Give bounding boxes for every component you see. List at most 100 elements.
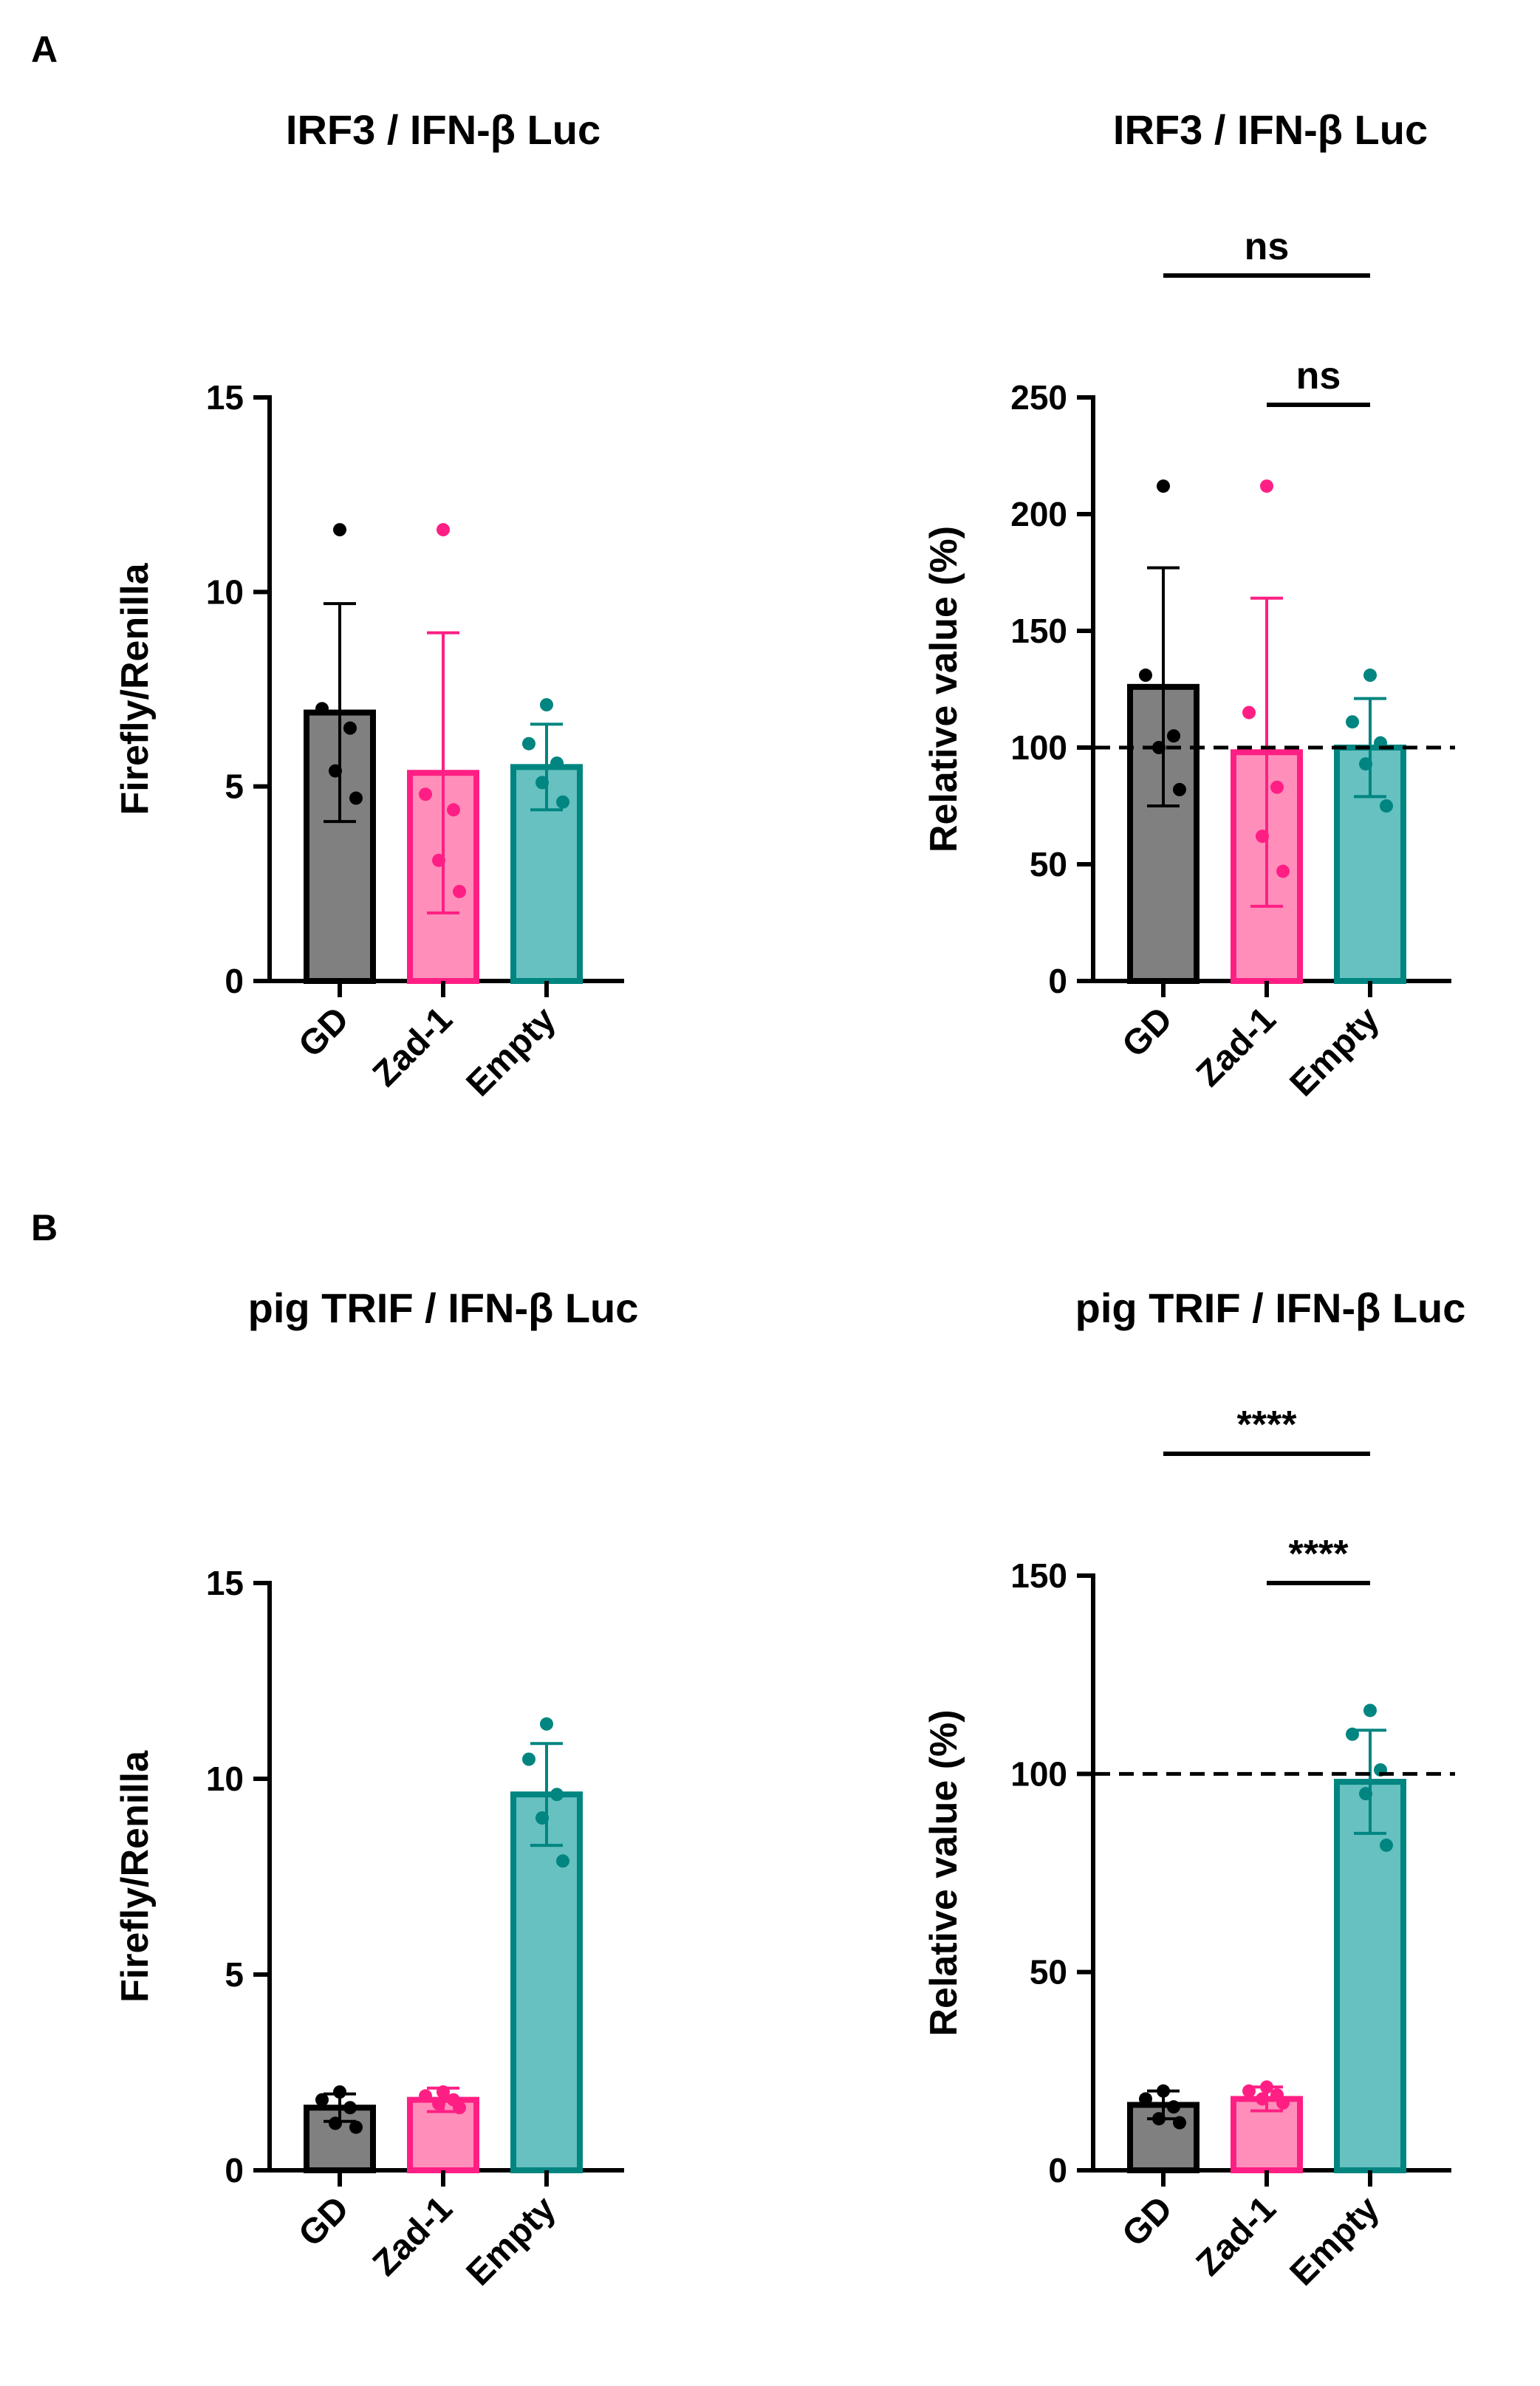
data-point <box>343 2101 357 2115</box>
data-point <box>432 2096 445 2110</box>
y-tick-label: 15 <box>206 1564 244 1602</box>
significance-label: **** <box>1289 1533 1349 1576</box>
x-tick-label: GD <box>1115 2189 1180 2254</box>
data-point <box>1346 1727 1359 1741</box>
data-point <box>1380 799 1393 813</box>
y-tick-label: 50 <box>1030 845 1067 883</box>
x-tick-label: GD <box>291 2189 356 2254</box>
panel-label-a: A <box>31 29 58 70</box>
data-point <box>1256 2092 1269 2106</box>
data-point <box>1270 780 1284 794</box>
chart-title: IRF3 / IFN-β Luc <box>1113 106 1428 153</box>
data-point <box>453 2101 466 2115</box>
y-tick-label: 100 <box>1010 728 1067 767</box>
chart-2: IRF3 / IFN-β Luc Relative value (%) 0 50 100… <box>923 106 1455 1104</box>
data-point <box>556 795 569 809</box>
y-tick-label: 0 <box>1048 962 1067 1000</box>
x-tick-label: Empty <box>459 999 564 1104</box>
data-point <box>1380 1838 1393 1852</box>
y-tick-label: 5 <box>225 768 244 806</box>
bar-empty <box>1334 1779 1406 2173</box>
data-point <box>1276 864 1290 878</box>
data-point <box>1157 2084 1170 2098</box>
bar-empty <box>510 1791 583 2173</box>
data-point <box>1157 479 1170 493</box>
y-tick-label: 50 <box>1030 1953 1067 1992</box>
data-point <box>1363 669 1377 683</box>
data-point <box>1152 2112 1166 2126</box>
y-axis-label: Relative value (%) <box>923 1709 965 2036</box>
data-point <box>556 1854 569 1868</box>
chart-3: pig TRIF / IFN-β Luc Firefly/Renilla 0 5 10 1… <box>114 1285 638 2294</box>
data-point <box>535 776 549 790</box>
y-tick-label: 0 <box>1048 2151 1067 2190</box>
data-point <box>453 884 466 898</box>
data-point <box>1359 1787 1372 1801</box>
data-point <box>540 1717 553 1731</box>
data-point <box>349 2120 363 2134</box>
chart-title: pig TRIF / IFN-β Luc <box>1075 1285 1466 1331</box>
chart-title: IRF3 / IFN-β Luc <box>286 106 600 153</box>
x-tick-label: Empty <box>1283 2189 1387 2293</box>
data-point <box>1359 757 1372 771</box>
chart-title: pig TRIF / IFN-β Luc <box>248 1285 639 1331</box>
significance-label: ns <box>1245 225 1290 268</box>
y-tick-label: 0 <box>225 2151 244 2190</box>
y-axis-label: Relative value (%) <box>923 526 965 852</box>
data-point <box>419 2089 432 2103</box>
data-point <box>550 1788 564 1802</box>
y-tick-label: 250 <box>1010 378 1067 417</box>
x-tick-label: GD <box>1115 999 1180 1064</box>
y-tick-label: 15 <box>206 378 244 417</box>
chart-1: IRF3 / IFN-β Luc Firefly/Renilla 0 5 10 15 GD Z… <box>114 106 624 1104</box>
data-point <box>315 2093 329 2107</box>
data-point <box>1276 2096 1290 2110</box>
y-axis-label: Firefly/Renilla <box>114 562 157 815</box>
x-tick-label: Zad-1 <box>366 2189 460 2283</box>
x-tick-label: Empty <box>1283 999 1387 1104</box>
data-point <box>349 791 363 805</box>
y-tick-label: 10 <box>206 572 244 611</box>
y-axis-label: Firefly/Renilla <box>114 1750 157 2003</box>
data-point <box>1139 669 1152 683</box>
data-point <box>550 756 564 770</box>
x-tick-label: Zad-1 <box>1189 999 1284 1094</box>
x-tick-label: Zad-1 <box>366 999 460 1094</box>
data-point <box>1260 2080 1273 2094</box>
data-point <box>1256 830 1269 844</box>
data-point <box>1173 2116 1186 2130</box>
y-tick-label: 100 <box>1010 1754 1067 1793</box>
y-tick-label: 10 <box>206 1760 244 1798</box>
data-point <box>1139 2092 1152 2106</box>
y-tick-label: 150 <box>1010 612 1067 650</box>
data-point <box>1242 705 1256 719</box>
data-point <box>522 736 535 751</box>
data-point <box>419 787 432 801</box>
data-point <box>333 523 346 537</box>
data-point <box>343 721 357 735</box>
y-tick-label: 200 <box>1010 495 1067 533</box>
data-point <box>1167 2100 1180 2114</box>
panel-label-b: B <box>31 1207 58 1248</box>
data-point <box>522 1752 535 1766</box>
data-point <box>437 523 450 537</box>
significance-label: **** <box>1237 1404 1298 1446</box>
data-point <box>1152 741 1166 754</box>
significance-label: ns <box>1296 355 1341 397</box>
x-tick-label: Empty <box>459 2189 564 2293</box>
y-tick-label: 5 <box>225 1955 244 1994</box>
y-tick-label: 0 <box>225 962 244 1000</box>
data-point <box>535 1811 549 1825</box>
data-point <box>432 853 445 867</box>
data-point <box>329 764 342 778</box>
data-point <box>1242 2084 1256 2098</box>
data-point <box>1173 782 1186 796</box>
data-point <box>333 2085 346 2099</box>
data-point <box>447 803 460 817</box>
chart-4: pig TRIF / IFN-β Luc Relative value (%) 0 5… <box>923 1285 1465 2294</box>
data-point <box>540 698 553 712</box>
data-point <box>437 2085 450 2099</box>
x-tick-label: Zad-1 <box>1189 2189 1284 2283</box>
data-point <box>1260 479 1273 493</box>
